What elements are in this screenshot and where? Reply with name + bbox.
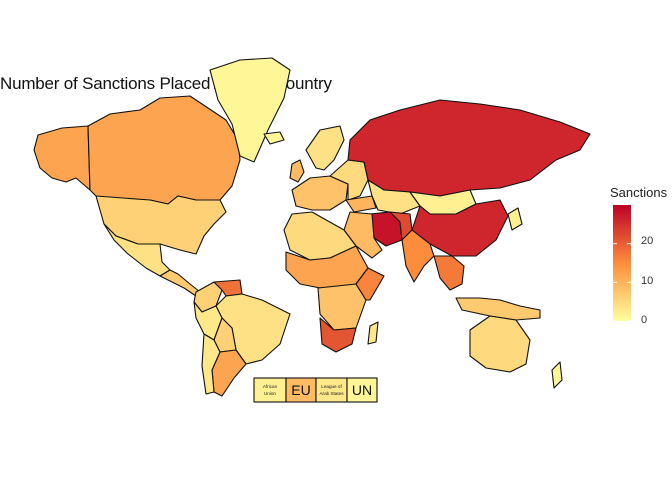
org-box-label: Arab States bbox=[319, 391, 344, 396]
org-box-label: Union bbox=[264, 391, 276, 396]
legend-tick-20: 20 bbox=[641, 235, 654, 247]
region-turkey bbox=[345, 195, 377, 213]
legend-tick-10: 10 bbox=[641, 275, 654, 287]
region-greenland bbox=[209, 57, 291, 163]
region-central-america bbox=[159, 269, 201, 297]
region-kazakhstan bbox=[367, 179, 421, 215]
region-south-africa bbox=[319, 317, 357, 353]
org-box-label: African bbox=[263, 384, 278, 389]
region-australia bbox=[469, 315, 531, 373]
region-russia bbox=[347, 99, 591, 197]
region-uk bbox=[289, 159, 305, 183]
region-western-europe bbox=[291, 175, 349, 211]
region-united-states bbox=[95, 195, 227, 255]
region-india bbox=[401, 229, 435, 283]
org-box-league-of-arab-states bbox=[315, 377, 348, 403]
region-scandinavia bbox=[305, 125, 345, 171]
org-box-label: League of bbox=[321, 384, 342, 389]
region-new-zealand bbox=[551, 361, 563, 389]
region-alaska bbox=[33, 125, 91, 191]
legend-title: Sanctions bbox=[610, 185, 668, 200]
region-chile bbox=[201, 333, 221, 395]
region-canada bbox=[87, 95, 241, 205]
org-box-eu bbox=[285, 377, 317, 403]
region-indonesia bbox=[455, 297, 541, 321]
org-box-label: UN bbox=[352, 382, 372, 398]
region-iceland bbox=[263, 131, 285, 145]
region-east-africa bbox=[355, 267, 385, 301]
region-southeast-asia bbox=[433, 255, 465, 291]
legend-tick-0: 0 bbox=[641, 314, 648, 326]
region-japan bbox=[507, 207, 523, 231]
org-box-un bbox=[346, 377, 378, 403]
region-madagascar bbox=[367, 321, 379, 345]
org-box-label: EU bbox=[291, 382, 310, 398]
legend-colorbar bbox=[613, 205, 631, 321]
org-box-african-union bbox=[253, 377, 287, 403]
